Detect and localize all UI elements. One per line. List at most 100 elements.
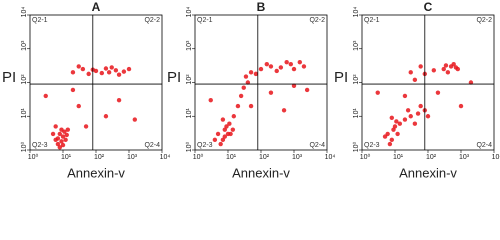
event-dot bbox=[253, 71, 259, 77]
event-dot bbox=[468, 80, 474, 85]
panel-title: B bbox=[257, 0, 266, 14]
panel: A PI Annexin-v 10⁰ 10¹ 10² 10³ 10⁴ 10⁰ 10¹ 10² 10³ 1… bbox=[2, 0, 170, 180]
event-dot bbox=[126, 66, 132, 72]
event-dot bbox=[418, 64, 423, 69]
event-dot bbox=[405, 108, 411, 113]
event-dot bbox=[455, 66, 461, 72]
event-dot bbox=[76, 64, 81, 69]
event-dot bbox=[215, 131, 221, 137]
x-tick-label: 10⁰ bbox=[360, 153, 371, 161]
event-dot bbox=[445, 70, 451, 75]
x-tick-label: 10² bbox=[94, 154, 105, 161]
quadrant-label: Q2-2 bbox=[144, 17, 160, 24]
event-dot bbox=[113, 68, 119, 73]
event-dot bbox=[62, 129, 67, 134]
event-dot bbox=[109, 65, 114, 70]
event-dot bbox=[392, 124, 398, 129]
event-dot bbox=[375, 90, 380, 95]
x-axis-label: Annexin-v bbox=[232, 165, 290, 180]
event-dot bbox=[301, 64, 307, 69]
y-tick-label: 10⁰ bbox=[20, 142, 28, 153]
event-dot bbox=[103, 114, 109, 119]
quadrant-label: Q2-3 bbox=[364, 142, 380, 149]
event-dot bbox=[297, 59, 303, 65]
y-tick-label: 10³ bbox=[21, 40, 28, 51]
event-dot bbox=[241, 85, 246, 90]
y-tick-label: 10⁴ bbox=[186, 7, 193, 18]
x-tick-label: 10¹ bbox=[226, 154, 237, 161]
y-tick-label: 10² bbox=[21, 74, 28, 85]
event-dot bbox=[53, 124, 58, 129]
event-dot bbox=[268, 90, 274, 95]
event-dot bbox=[394, 119, 399, 124]
event-dot bbox=[288, 61, 294, 67]
event-dot bbox=[397, 121, 403, 126]
event-dot bbox=[441, 66, 446, 72]
event-dot bbox=[268, 64, 274, 69]
event-dot bbox=[408, 70, 413, 75]
event-dot bbox=[228, 131, 233, 137]
event-dot bbox=[425, 114, 431, 119]
quadrant-label: Q2-4 bbox=[309, 142, 325, 149]
event-dot bbox=[220, 137, 226, 143]
event-dot bbox=[264, 61, 270, 67]
event-dot bbox=[55, 136, 61, 141]
quadrant-label: Q2-4 bbox=[144, 142, 160, 149]
event-dot bbox=[132, 117, 138, 122]
x-tick-label: 10² bbox=[259, 154, 270, 161]
quadrant-label: Q2-2 bbox=[476, 17, 492, 24]
event-dot bbox=[395, 131, 400, 137]
x-tick-label: 10⁴ bbox=[492, 154, 500, 161]
x-tick-label: 10³ bbox=[459, 154, 470, 161]
x-tick-label: 10³ bbox=[127, 154, 138, 161]
panel-title: A bbox=[92, 0, 101, 14]
event-dot bbox=[106, 70, 112, 75]
x-tick-label: 10³ bbox=[292, 154, 303, 161]
event-dot bbox=[103, 66, 109, 71]
event-dot bbox=[99, 70, 105, 76]
y-tick-label: 10¹ bbox=[21, 108, 28, 119]
x-tick-label: 10⁴ bbox=[160, 154, 171, 161]
event-dot bbox=[60, 134, 66, 139]
y-tick-label: 10² bbox=[186, 74, 193, 85]
event-dot bbox=[402, 117, 408, 122]
event-dot bbox=[435, 90, 441, 95]
event-dot bbox=[65, 127, 71, 132]
figure: A PI Annexin-v 10⁰ 10¹ 10² 10³ 10⁴ 10⁰ 10¹ 10² 10³ 1… bbox=[2, 0, 500, 180]
event-dot bbox=[415, 111, 421, 116]
y-tick-label: 10⁰ bbox=[352, 142, 360, 153]
x-axis-label: Annexin-v bbox=[67, 165, 125, 180]
quadrant-label: Q2-2 bbox=[309, 17, 325, 24]
event-dot bbox=[278, 65, 284, 70]
x-tick-label: 10⁴ bbox=[325, 154, 336, 161]
y-tick-label: 10² bbox=[353, 74, 360, 85]
x-axis-label: Annexin-v bbox=[399, 165, 457, 180]
event-dot bbox=[57, 145, 63, 150]
x-tick-label: 10⁰ bbox=[193, 153, 204, 161]
event-dot bbox=[391, 127, 396, 132]
event-dot bbox=[291, 83, 297, 88]
quadrant-label: Q2-3 bbox=[197, 142, 213, 149]
event-dot bbox=[121, 69, 127, 74]
x-tick-label: 10¹ bbox=[61, 154, 72, 161]
y-axis-label: PI bbox=[167, 69, 181, 86]
event-dot bbox=[412, 77, 418, 83]
event-dot bbox=[63, 137, 68, 143]
y-tick-label: 10⁴ bbox=[21, 7, 28, 18]
event-dot bbox=[258, 66, 264, 72]
quadrant-label: Q2-1 bbox=[364, 17, 380, 24]
event-dot bbox=[60, 142, 66, 148]
event-dot bbox=[387, 141, 393, 147]
event-dot bbox=[245, 80, 251, 85]
y-tick-label: 10¹ bbox=[186, 108, 193, 119]
event-dot bbox=[248, 103, 254, 109]
event-dot bbox=[76, 103, 81, 109]
event-dot bbox=[243, 74, 249, 79]
quadrant-label: Q2-1 bbox=[32, 17, 48, 24]
event-dot bbox=[227, 121, 232, 126]
event-dot bbox=[224, 124, 229, 129]
event-dot bbox=[274, 68, 279, 74]
event-dot bbox=[284, 59, 289, 65]
event-dot bbox=[212, 137, 218, 143]
x-tick-label: 10¹ bbox=[393, 154, 404, 161]
